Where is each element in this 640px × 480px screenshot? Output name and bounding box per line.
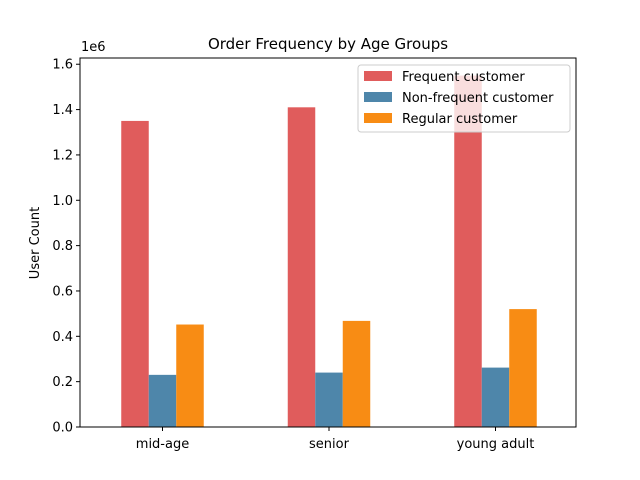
y-tick-label: 1.2 <box>52 148 73 163</box>
bar-non-frequent-customer-2 <box>481 367 510 427</box>
bar-non-frequent-customer-1 <box>315 372 343 427</box>
legend-box <box>357 64 571 133</box>
y-tick-label: 0.4 <box>52 330 73 345</box>
bar-frequent-customer-0 <box>121 120 149 427</box>
bar-frequent-customer-2 <box>454 75 482 428</box>
legend-label: Regular customer <box>402 112 518 127</box>
x-tick-label: young adult <box>457 437 535 452</box>
legend: Frequent customer Non-frequent customer Re… <box>357 64 571 133</box>
x-ticks: mid-age senior young adult <box>136 427 535 452</box>
bar-non-frequent-customer-0 <box>148 374 177 427</box>
y-tick-label: 1.0 <box>52 194 73 209</box>
legend-label: Non-frequent customer <box>402 91 554 106</box>
axes-frame <box>79 57 577 428</box>
offset-label: 1e6 <box>81 40 106 55</box>
bars-group <box>121 75 537 428</box>
chart-title: Order Frequency by Age Groups <box>208 35 448 53</box>
x-tick-label: mid-age <box>136 437 189 452</box>
y-tick-label: 0.6 <box>52 284 73 299</box>
legend-swatch <box>364 71 392 81</box>
y-ticks: 0.0 0.2 0.4 0.6 0.8 1.0 1.2 1.4 1.6 <box>52 58 80 436</box>
x-tick-label: senior <box>309 437 350 452</box>
y-tick-label: 0.8 <box>52 239 73 254</box>
legend-label: Frequent customer <box>402 70 525 85</box>
bar-regular-customer-0 <box>176 324 204 427</box>
y-tick-label: 1.4 <box>52 103 73 118</box>
bar-regular-customer-2 <box>509 309 537 427</box>
y-tick-label: 0.0 <box>52 421 73 436</box>
legend-swatch <box>364 113 392 123</box>
y-tick-label: 1.6 <box>52 58 73 73</box>
bar-frequent-customer-1 <box>287 107 316 428</box>
legend-swatch <box>364 92 392 102</box>
y-axis-label: User Count <box>28 207 43 279</box>
y-tick-label: 0.2 <box>52 375 73 390</box>
bar-regular-customer-1 <box>342 320 371 427</box>
